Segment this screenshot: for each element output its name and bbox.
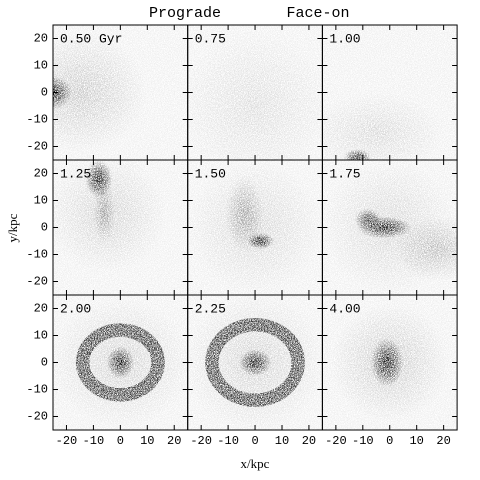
y-tick-label: -20 — [26, 410, 48, 424]
particles — [322, 295, 458, 430]
x-tick-label: -10 — [217, 434, 239, 448]
panel-label: 2.25 — [195, 301, 226, 316]
stellar-density — [53, 33, 148, 152]
y-tick-label: 10 — [34, 329, 48, 343]
y-tick-label: 10 — [34, 194, 48, 208]
y-axis-label: y/kpc — [5, 213, 20, 242]
particles — [322, 25, 458, 160]
subtitle: Face-on — [286, 5, 349, 22]
x-tick-label: 10 — [140, 434, 154, 448]
panel-label: 4.00 — [329, 301, 360, 316]
stellar-density — [53, 160, 167, 274]
x-axis-label: x/kpc — [241, 456, 270, 471]
stellar-density — [187, 30, 323, 160]
particles — [187, 160, 323, 295]
panel — [187, 295, 323, 430]
panel-label: 1.50 — [195, 166, 226, 181]
x-tick-label: 20 — [302, 434, 316, 448]
x-tick-label: -20 — [325, 434, 347, 448]
x-tick-label: -10 — [83, 434, 105, 448]
panel — [53, 25, 188, 160]
y-tick-label: 20 — [34, 167, 48, 181]
y-tick-label: -10 — [26, 383, 48, 397]
x-tick-label: 0 — [117, 434, 124, 448]
y-tick-label: 20 — [34, 32, 48, 46]
panel — [187, 160, 323, 295]
stellar-density — [322, 92, 444, 160]
panel — [322, 160, 458, 295]
panel — [53, 160, 188, 295]
x-tick-label: 10 — [409, 434, 423, 448]
particles — [322, 160, 458, 295]
title: Prograde — [149, 5, 221, 22]
y-tick-label: 10 — [34, 59, 48, 73]
panel-label: 0.75 — [195, 31, 226, 46]
y-tick-label: 20 — [34, 302, 48, 316]
y-tick-label: 0 — [41, 86, 48, 100]
panel — [322, 25, 458, 160]
particles — [53, 295, 188, 430]
y-tick-label: -10 — [26, 113, 48, 127]
y-tick-label: 0 — [41, 221, 48, 235]
y-tick-label: -10 — [26, 248, 48, 262]
panel-label: 0.50 Gyr — [60, 31, 122, 46]
particles — [187, 295, 323, 430]
panel — [187, 25, 323, 160]
panel-label: 1.00 — [329, 31, 360, 46]
stellar-density — [330, 303, 450, 422]
stellar-density — [187, 160, 323, 295]
panel — [53, 295, 188, 430]
x-tick-label: 10 — [275, 434, 289, 448]
x-tick-label: -20 — [190, 434, 212, 448]
y-tick-label: 0 — [41, 356, 48, 370]
panel-label: 1.75 — [329, 166, 360, 181]
x-tick-label: 0 — [251, 434, 258, 448]
panel-label: 1.25 — [60, 166, 91, 181]
particles — [187, 25, 323, 160]
x-tick-label: -20 — [56, 434, 78, 448]
x-tick-label: 20 — [436, 434, 450, 448]
stellar-density — [322, 160, 458, 295]
y-tick-label: -20 — [26, 140, 48, 154]
x-tick-label: 20 — [167, 434, 181, 448]
panel-label: 2.00 — [60, 301, 91, 316]
x-tick-label: -10 — [352, 434, 374, 448]
particles — [53, 160, 188, 295]
stellar-density — [53, 297, 188, 428]
x-tick-label: 0 — [386, 434, 393, 448]
stellar-density — [187, 295, 323, 430]
y-tick-label: -20 — [26, 275, 48, 289]
particles — [53, 25, 188, 160]
panel — [322, 295, 458, 430]
